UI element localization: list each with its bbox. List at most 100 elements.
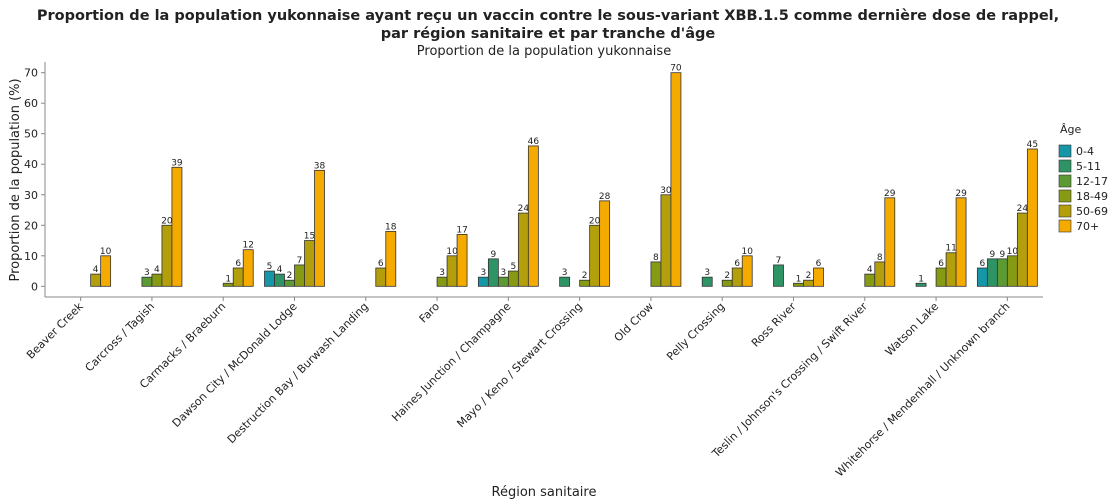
- legend-label: 18-49: [1076, 190, 1108, 203]
- value-label: 8: [653, 253, 659, 263]
- value-label: 4: [867, 265, 873, 275]
- x-tick-label: Old Crow: [612, 300, 656, 344]
- x-tick-label: Carcross / Tagish: [83, 300, 157, 374]
- value-label: 6: [938, 259, 944, 269]
- value-label: 39: [171, 158, 183, 168]
- bar: [242, 249, 254, 287]
- legend-label: 70+: [1076, 220, 1099, 233]
- bar: [813, 267, 824, 287]
- bar: [507, 270, 519, 287]
- y-tick-label: 70: [24, 67, 38, 80]
- x-tick-label: Beaver Creek: [24, 299, 86, 361]
- bar: [589, 224, 601, 287]
- bar: [264, 270, 275, 287]
- value-label: 1: [918, 274, 924, 284]
- bar: [304, 240, 315, 287]
- value-label: 11: [945, 244, 956, 254]
- value-label: 5: [510, 262, 516, 272]
- y-axis-label: Proportion de la population (%): [8, 78, 23, 281]
- bar: [741, 255, 753, 287]
- value-label: 29: [884, 189, 896, 199]
- bar: [1016, 212, 1028, 287]
- bar: [1006, 255, 1018, 287]
- x-tick-label: Watson Lake: [883, 300, 942, 359]
- value-label: 6: [235, 259, 241, 269]
- chart-title: par région sanitaire et par tranche d'âg…: [381, 26, 716, 42]
- bar: [274, 273, 285, 287]
- value-label: 20: [161, 216, 173, 226]
- bar: [161, 224, 173, 287]
- bar: [599, 200, 611, 287]
- value-label: 6: [979, 259, 985, 269]
- bar: [955, 197, 967, 287]
- bar: [660, 194, 672, 287]
- value-label: 17: [456, 225, 467, 235]
- legend-swatch: [1058, 219, 1072, 233]
- value-label: 24: [1017, 204, 1029, 214]
- value-label: 4: [154, 265, 160, 275]
- y-tick-label: 20: [24, 219, 38, 232]
- legend-label: 0-4: [1076, 145, 1094, 158]
- value-label: 9: [490, 250, 496, 260]
- value-label: 1: [796, 274, 802, 284]
- bar: [527, 145, 539, 287]
- value-label: 38: [314, 161, 326, 171]
- bar: [456, 234, 468, 287]
- bar: [864, 273, 876, 287]
- value-label: 7: [776, 256, 782, 266]
- x-tick-label: Destruction Bay / Burwash Landing: [225, 300, 371, 446]
- bar: [141, 276, 153, 287]
- legend-swatch: [1058, 159, 1072, 173]
- value-label: 20: [589, 216, 601, 226]
- value-label: 1: [225, 274, 231, 284]
- value-label: 3: [480, 268, 486, 278]
- bar: [976, 267, 988, 287]
- x-tick-label: Teslin / Johnson's Crossing / Swift Rive…: [709, 300, 870, 461]
- bar: [497, 276, 509, 287]
- legend-swatch: [1058, 204, 1072, 218]
- value-label: 2: [806, 271, 812, 281]
- value-label: 4: [93, 265, 99, 275]
- value-label: 29: [955, 189, 967, 199]
- y-tick-label: 10: [24, 250, 38, 263]
- value-label: 3: [562, 268, 568, 278]
- bar: [915, 282, 927, 287]
- bar: [100, 255, 112, 287]
- value-label: 2: [724, 271, 730, 281]
- bar: [773, 264, 784, 287]
- bar: [477, 276, 489, 287]
- bar: [487, 258, 499, 287]
- y-tick-label: 40: [24, 158, 38, 171]
- bar: [731, 267, 743, 287]
- value-label: 7: [297, 256, 303, 266]
- legend-label: 12-17: [1076, 175, 1108, 188]
- bar: [294, 264, 305, 287]
- y-tick-label: 0: [31, 280, 38, 293]
- bar: [650, 261, 662, 287]
- bar: [436, 276, 448, 287]
- bar: [90, 273, 102, 287]
- value-label: 8: [877, 253, 883, 263]
- chart-title: Proportion de la population yukonnaise a…: [37, 8, 1059, 24]
- value-label: 45: [1027, 140, 1038, 150]
- x-tick-label: Mayo / Keno / Stewart Crossing: [454, 300, 584, 430]
- bar: [1026, 148, 1038, 287]
- value-label: 10: [741, 247, 753, 257]
- value-label: 12: [242, 241, 253, 251]
- x-tick-label: Faro: [417, 300, 443, 326]
- x-tick-label: Ross River: [749, 300, 799, 350]
- value-label: 30: [660, 186, 672, 196]
- bar: [670, 72, 682, 287]
- value-label: 2: [582, 271, 588, 281]
- value-label: 10: [100, 247, 112, 257]
- legend-swatch: [1058, 144, 1072, 158]
- bar: [446, 255, 458, 287]
- value-label: 2: [287, 271, 293, 281]
- chart-subtitle: Proportion de la population yukonnaise: [417, 44, 671, 59]
- value-label: 5: [267, 262, 273, 272]
- legend-swatch: [1058, 174, 1072, 188]
- bar: [884, 197, 896, 287]
- value-label: 24: [518, 204, 530, 214]
- bar: [935, 267, 947, 287]
- value-label: 70: [670, 64, 682, 74]
